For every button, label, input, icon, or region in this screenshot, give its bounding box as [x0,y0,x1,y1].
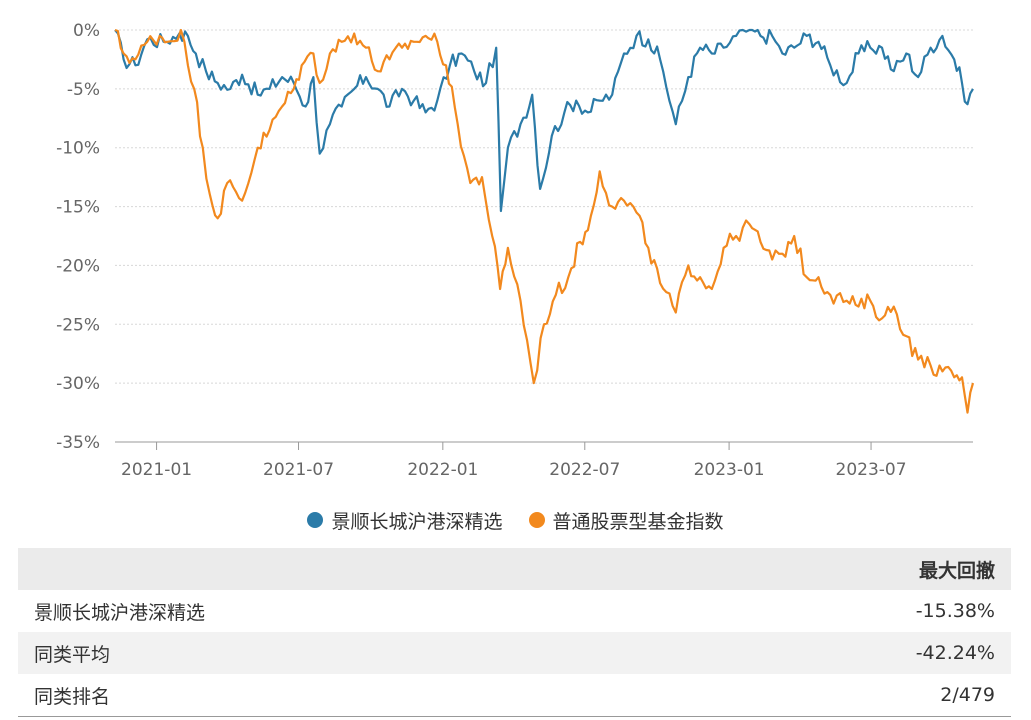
row-value-peer-average: -42.24% [915,642,995,664]
row-value-fund: -15.38% [915,600,995,622]
table-row: 同类平均 -42.24% [18,632,1011,674]
x-tick-label: 2023-01 [694,460,765,480]
y-tick-label: -5% [67,80,100,100]
legend-dot-fund [307,512,324,528]
y-axis: 0% -5% -10% -15% -20% -25% -30% -35% [56,21,100,453]
x-tick-label: 2021-07 [263,460,334,480]
y-tick-label: 0% [73,21,100,41]
x-tick-label: 2023-07 [836,460,907,480]
y-tick-label: -15% [56,198,100,218]
y-tick-label: -20% [56,256,100,276]
x-tick-label: 2022-01 [407,460,478,480]
row-label-peer-average: 同类平均 [34,643,111,666]
table-header: 最大回撤 [18,548,1011,590]
table-header-max-drawdown: 最大回撤 [918,559,995,582]
row-value-peer-rank: 2/479 [940,684,995,706]
x-tick-label: 2022-07 [549,460,620,480]
row-label-fund: 景顺长城沪港深精选 [34,601,206,624]
table-row: 景顺长城沪港深精选 -15.38% [18,590,1011,632]
legend-dot-index [528,512,545,528]
y-tick-label: -10% [56,139,100,159]
legend-item-index[interactable]: 普通股票型基金指数 [528,507,724,534]
chart-grid [115,29,973,443]
x-axis: 2021-01 2021-07 2022-01 2022-07 2023-01 2023-… [121,442,907,480]
table-row: 同类排名 2/479 [18,674,1011,716]
series-line-index [114,28,975,414]
row-label-peer-rank: 同类排名 [34,685,111,708]
legend-item-fund[interactable]: 景顺长城沪港深精选 [307,507,503,534]
series-lines [114,28,975,414]
chart-legend: 景顺长城沪港深精选 普通股票型基金指数 [0,500,1031,540]
legend-label-index: 普通股票型基金指数 [552,510,724,533]
drawdown-chart: 0%-5%-10%-15%-20%-25%-30%-35% 2021-01 202… [56,21,975,480]
y-tick-label: -30% [56,374,100,394]
series-line-fund [114,28,974,213]
drawdown-table: 最大回撤 景顺长城沪港深精选 -15.38% 同类平均 -42.24% 同类排名… [18,548,1011,717]
y-tick-label: -25% [56,315,100,335]
legend-label-fund: 景顺长城沪港深精选 [331,510,503,533]
table-bottom-border [18,716,1011,717]
x-tick-label: 2021-01 [121,460,192,480]
y-tick-label: -35% [56,433,100,453]
